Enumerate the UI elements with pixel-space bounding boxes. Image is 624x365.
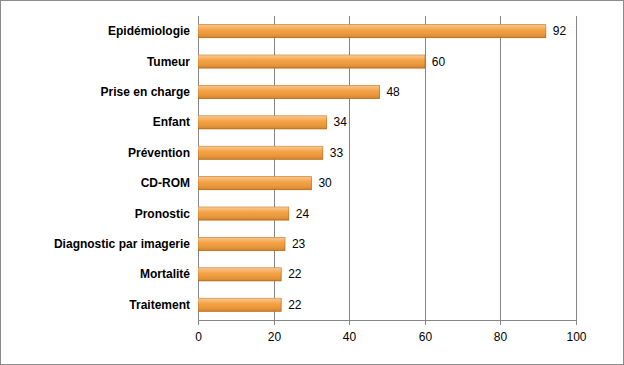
data-label: 48 xyxy=(386,85,400,99)
category-label: Enfant xyxy=(153,115,190,129)
grid-line xyxy=(500,16,501,320)
data-label: 33 xyxy=(330,146,344,160)
tick-label: 20 xyxy=(268,330,282,344)
bar xyxy=(198,207,289,220)
bar-shine xyxy=(198,25,546,38)
bar xyxy=(198,238,285,251)
data-label: 23 xyxy=(292,237,306,251)
grid xyxy=(199,16,577,325)
tick-mark xyxy=(576,320,577,325)
labels: Epidémiologie 92 Tumeur 60 Prise en charge 48… xyxy=(54,24,566,312)
bar xyxy=(198,55,425,68)
bar-shine xyxy=(198,238,285,251)
bar xyxy=(198,116,327,129)
bar-shine xyxy=(198,146,323,159)
category-label: Mortalité xyxy=(140,267,190,281)
bar-shine xyxy=(198,298,281,311)
bar xyxy=(198,25,546,38)
category-label: Pronostic xyxy=(135,207,191,221)
chart-svg: 0 20 40 60 80 100 Epidémiologie 92 Tumeur 60 Prise… xyxy=(0,0,624,365)
category-label: Prise en charge xyxy=(101,85,191,99)
category-label: Traitement xyxy=(129,298,190,312)
bars xyxy=(198,25,546,312)
x-axis-line xyxy=(198,320,576,321)
bar-shine xyxy=(198,86,379,99)
bar xyxy=(198,86,379,99)
tick-label: 100 xyxy=(566,330,586,344)
bar-shine xyxy=(198,55,425,68)
bar-shine xyxy=(198,177,311,190)
bar-shine xyxy=(198,116,327,129)
category-label: Prévention xyxy=(128,146,190,160)
bar-shine xyxy=(198,207,289,220)
bar xyxy=(198,298,281,311)
data-label: 22 xyxy=(288,267,302,281)
tick-label: 60 xyxy=(419,330,433,344)
bar xyxy=(198,177,311,190)
data-label: 22 xyxy=(288,298,302,312)
data-label: 24 xyxy=(296,207,310,221)
chart-frame xyxy=(1,1,624,365)
data-label: 92 xyxy=(553,24,567,38)
bar xyxy=(198,268,281,281)
chart-container: 0 20 40 60 80 100 Epidémiologie 92 Tumeur 60 Prise… xyxy=(0,0,624,365)
bar xyxy=(198,146,323,159)
tick-label: 80 xyxy=(494,330,508,344)
data-label: 30 xyxy=(318,176,332,190)
data-label: 60 xyxy=(432,55,446,69)
bar-shine xyxy=(198,268,281,281)
tick-label: 0 xyxy=(195,330,202,344)
category-label: Epidémiologie xyxy=(108,24,190,38)
category-label: Tumeur xyxy=(147,55,190,69)
category-label: Diagnostic par imagerie xyxy=(54,237,190,251)
tick-label: 40 xyxy=(343,330,357,344)
grid-line xyxy=(576,16,577,320)
data-label: 34 xyxy=(334,115,348,129)
category-label: CD-ROM xyxy=(141,176,190,190)
